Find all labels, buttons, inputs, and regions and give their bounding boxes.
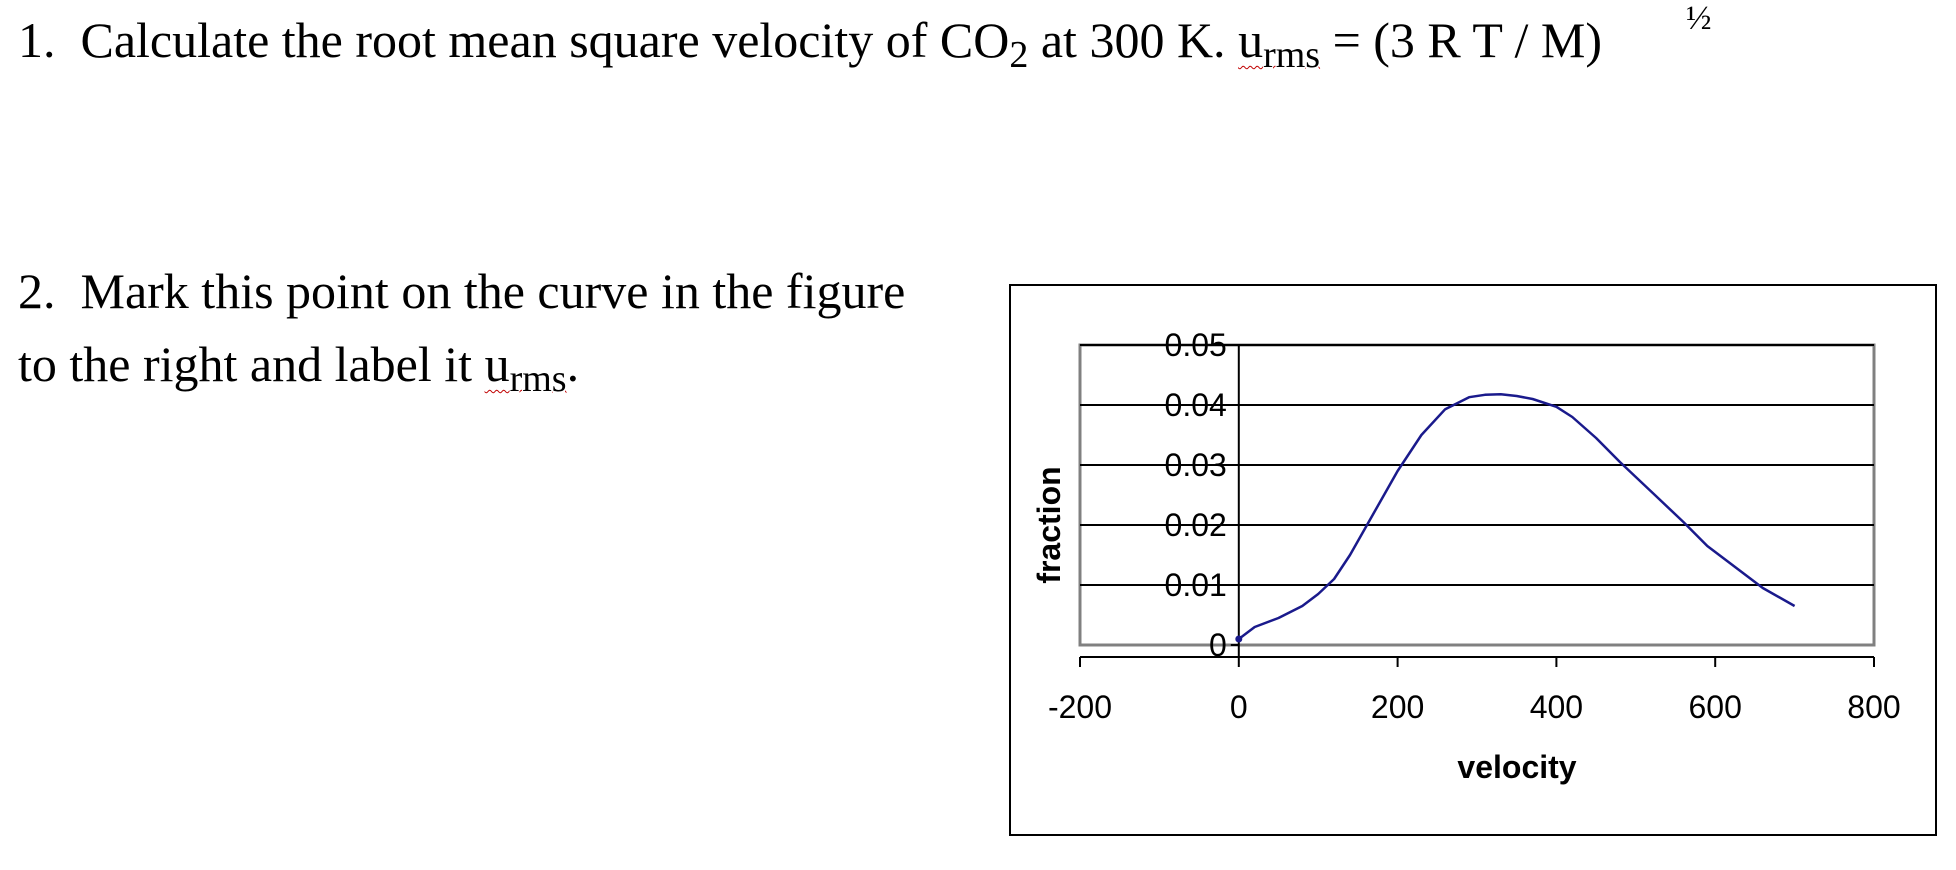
velocity-distribution-chart: 0 0.01 0.02 0.03 0.04 0.05 -200 0 200 400 600 800 ve…	[1031, 327, 1901, 785]
question-2: 2. Mark this point on the curve in the f…	[18, 255, 905, 416]
question-1: 1. Calculate the root mean square veloci…	[18, 10, 1602, 79]
urms-u-2: u	[484, 336, 510, 392]
y-tick-label: 0.02	[1165, 507, 1227, 543]
question-2-period: .	[566, 336, 580, 392]
x-tick-label: 200	[1371, 689, 1424, 725]
question-2-line-1: 2. Mark this point on the curve in the f…	[18, 255, 905, 328]
question-2-line-2-text: to the right and label it	[18, 336, 485, 392]
question-1-text: Calculate the root mean square velocity …	[80, 12, 1010, 68]
curve-start-point	[1235, 635, 1243, 643]
x-tick-label: 0	[1230, 689, 1248, 725]
y-tick-label: 0.03	[1165, 447, 1227, 483]
x-axis-title: velocity	[1457, 749, 1576, 785]
question-2-line-2: to the right and label it urms.	[18, 328, 905, 416]
chart-frame: 0 0.01 0.02 0.03 0.04 0.05 -200 0 200 400 600 800 ve…	[1009, 284, 1937, 836]
y-tick-label: 0.01	[1165, 567, 1227, 603]
x-tick-label: 800	[1847, 689, 1900, 725]
question-2-number: 2.	[18, 263, 56, 319]
y-tick-label: 0.05	[1165, 327, 1227, 363]
urms-u: u	[1238, 12, 1264, 68]
urms-term-2: urms	[484, 336, 567, 400]
formula-exponent: ½	[1686, 0, 1712, 37]
y-tick-label: 0.04	[1165, 387, 1227, 423]
distribution-curve	[1238, 392, 1796, 640]
question-2-line-1-text: Mark this point on the curve in the figu…	[80, 263, 906, 319]
y-axis-title: fraction	[1031, 466, 1067, 583]
question-1-text-after: at 300 K.	[1028, 12, 1239, 68]
question-1-number: 1.	[18, 12, 56, 68]
urms-subscript: rms	[1263, 34, 1321, 76]
co2-subscript: 2	[1009, 34, 1029, 76]
x-tick-label: 600	[1689, 689, 1742, 725]
y-tick-label: 0	[1209, 627, 1227, 663]
urms-subscript-2: rms	[509, 358, 567, 400]
rms-formula: = (3 R T / M)	[1320, 12, 1602, 68]
x-tick-label: -200	[1048, 689, 1112, 725]
urms-term: urms	[1238, 12, 1320, 76]
x-tick-label: 400	[1530, 689, 1583, 725]
